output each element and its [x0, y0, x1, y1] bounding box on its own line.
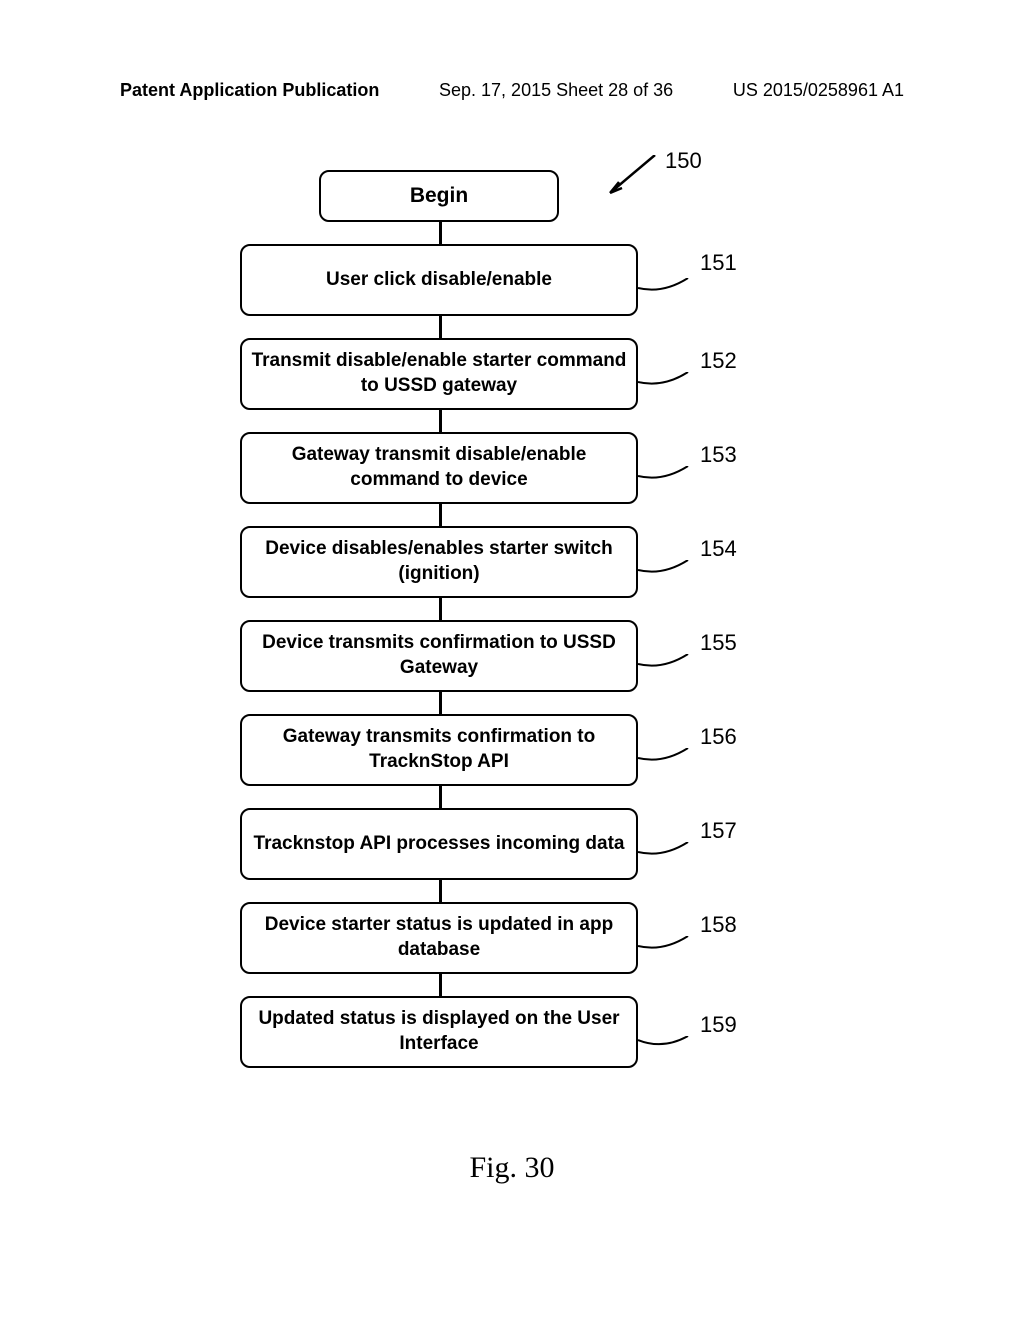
step-box-8: Device starter status is updated in app …	[240, 902, 638, 974]
connector-4	[439, 598, 442, 620]
leader-153	[638, 466, 698, 486]
step-text-1: User click disable/enable	[326, 268, 552, 293]
step-box-5: Device transmits confirmation to USSD Ga…	[240, 620, 638, 692]
arrow-150	[560, 155, 660, 205]
connector-2	[439, 410, 442, 432]
step-text-4: Device disables/enables starter switch (…	[248, 537, 630, 586]
connector-3	[439, 504, 442, 526]
leader-157	[638, 842, 698, 862]
leader-156	[638, 748, 698, 768]
label-159: 159	[700, 1012, 737, 1038]
label-151: 151	[700, 250, 737, 276]
connector-0	[439, 222, 442, 244]
connector-5	[439, 692, 442, 714]
step-box-9: Updated status is displayed on the User …	[240, 996, 638, 1068]
step-text-5: Device transmits confirmation to USSD Ga…	[248, 631, 630, 680]
step-text-2: Transmit disable/enable starter command …	[248, 349, 630, 398]
flowchart-container: Begin 150 User click disable/enable 151 …	[240, 170, 780, 1068]
connector-8	[439, 974, 442, 996]
step-box-4: Device disables/enables starter switch (…	[240, 526, 638, 598]
step-box-1: User click disable/enable	[240, 244, 638, 316]
begin-label: Begin	[410, 184, 468, 208]
step-box-7: Tracknstop API processes incoming data	[240, 808, 638, 880]
connector-6	[439, 786, 442, 808]
leader-155	[638, 654, 698, 674]
step-text-3: Gateway transmit disable/enable command …	[248, 443, 630, 492]
header-left: Patent Application Publication	[120, 80, 379, 101]
leader-154	[638, 560, 698, 580]
step-box-3: Gateway transmit disable/enable command …	[240, 432, 638, 504]
label-153: 153	[700, 442, 737, 468]
step-text-7: Tracknstop API processes incoming data	[254, 832, 625, 857]
header-right: US 2015/0258961 A1	[733, 80, 904, 101]
step-text-8: Device starter status is updated in app …	[248, 913, 630, 962]
connector-7	[439, 880, 442, 902]
figure-caption: Fig. 30	[0, 1151, 1024, 1185]
label-157: 157	[700, 818, 737, 844]
header-center: Sep. 17, 2015 Sheet 28 of 36	[439, 80, 673, 101]
leader-159	[638, 1036, 698, 1056]
label-156: 156	[700, 724, 737, 750]
step-text-6: Gateway transmits confirmation to Trackn…	[248, 725, 630, 774]
step-text-9: Updated status is displayed on the User …	[248, 1007, 630, 1056]
step-box-2: Transmit disable/enable starter command …	[240, 338, 638, 410]
begin-box: Begin	[319, 170, 559, 222]
step-box-6: Gateway transmits confirmation to Trackn…	[240, 714, 638, 786]
leader-151	[638, 278, 698, 298]
leader-152	[638, 372, 698, 392]
label-158: 158	[700, 912, 737, 938]
page-header: Patent Application Publication Sep. 17, …	[0, 80, 1024, 101]
label-155: 155	[700, 630, 737, 656]
connector-1	[439, 316, 442, 338]
label-152: 152	[700, 348, 737, 374]
leader-158	[638, 936, 698, 956]
label-154: 154	[700, 536, 737, 562]
label-150: 150	[665, 148, 702, 174]
